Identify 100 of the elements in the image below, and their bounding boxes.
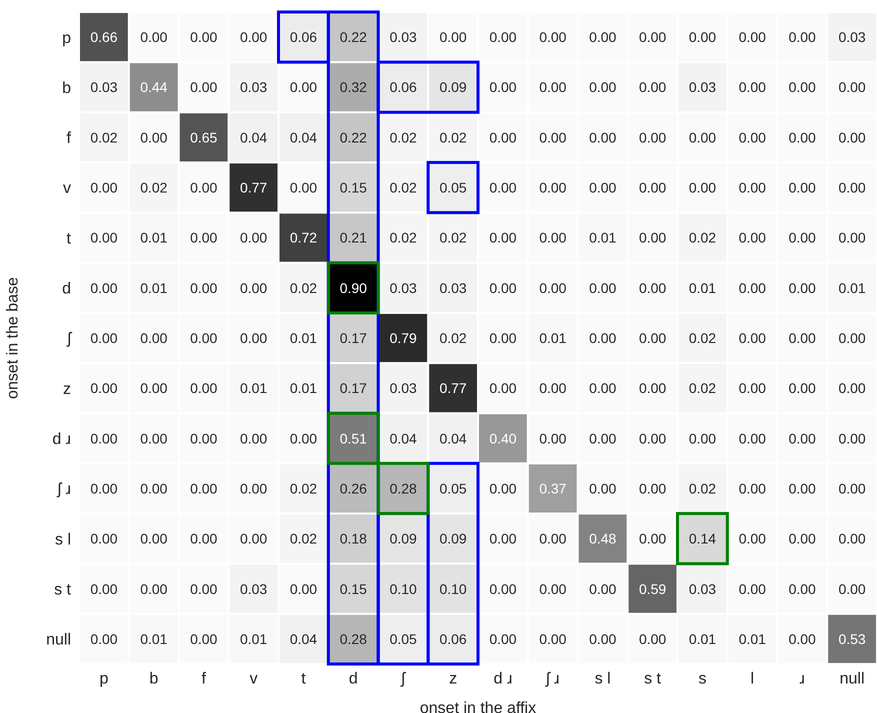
data-label: 0.00 (90, 180, 118, 196)
data-label: 0.01 (589, 230, 617, 246)
y-tick-label: f (66, 130, 72, 148)
data-label: 0.00 (190, 29, 218, 46)
x-tick-label: s l (594, 670, 611, 688)
y-tick-label: p (62, 30, 72, 47)
data-label: 0.01 (140, 630, 168, 647)
data-label: 0.00 (140, 580, 168, 597)
y-tick-label: null (46, 632, 71, 649)
y-tick-label: s l (55, 531, 71, 548)
data-label: 0.00 (140, 530, 168, 547)
data-label: 0.00 (738, 530, 766, 547)
data-label: 0.00 (90, 380, 118, 396)
data-label: 0.00 (788, 580, 816, 597)
data-label: 0.02 (688, 380, 716, 396)
y-tick-label: v (63, 180, 71, 198)
data-label: 0.00 (489, 79, 517, 96)
data-label: 0.00 (539, 630, 567, 647)
data-label: 0.00 (539, 380, 567, 396)
y-tick-label: ʃ ɹ (56, 481, 71, 498)
data-label: 0.01 (738, 630, 766, 647)
data-label: 0.04 (390, 430, 418, 446)
data-label: 0.00 (140, 480, 168, 496)
data-label: 0.00 (638, 480, 666, 496)
data-label: 0.00 (638, 530, 666, 547)
data-label: 0.00 (788, 280, 816, 296)
data-label: 0.06 (439, 630, 467, 647)
data-label: 0.02 (439, 230, 467, 246)
data-label: 0.09 (439, 530, 467, 547)
data-label: 0.00 (788, 79, 816, 96)
x-tick-label: null (840, 670, 865, 688)
data-label: 0.00 (489, 380, 517, 396)
data-label: 0.51 (340, 430, 368, 446)
data-label: 0.65 (190, 129, 218, 146)
data-label: 0.15 (340, 580, 368, 597)
x-tick-label: d ɹ (494, 670, 512, 688)
data-label: 0.00 (140, 380, 168, 396)
data-label: 0.00 (788, 380, 816, 396)
data-label: 0.00 (788, 129, 816, 146)
data-label: 0.00 (638, 129, 666, 146)
data-label: 0.02 (439, 330, 467, 346)
x-tick-label: ʃ ɹ (545, 670, 560, 688)
data-label: 0.02 (390, 180, 418, 196)
data-label: 0.00 (190, 480, 218, 496)
data-label: 0.28 (390, 480, 418, 496)
data-label: 0.00 (638, 280, 666, 296)
data-label: 0.00 (190, 380, 218, 396)
data-label: 0.00 (589, 330, 617, 346)
data-label: 0.00 (539, 180, 567, 196)
data-label: 0.02 (390, 129, 418, 146)
data-label: 0.00 (788, 630, 816, 647)
data-label: 0.00 (838, 380, 866, 396)
data-label: 0.01 (140, 280, 168, 296)
data-label: 0.10 (439, 580, 467, 597)
data-label: 0.00 (140, 129, 168, 146)
data-label: 0.00 (738, 480, 766, 496)
data-label: 0.00 (738, 230, 766, 246)
y-tick-label: ʃ (66, 330, 72, 348)
data-label: 0.77 (439, 380, 467, 396)
x-tick-label: v (250, 670, 258, 688)
data-label: 0.00 (190, 430, 218, 446)
y-tick-label: d (62, 280, 71, 298)
x-tick-label: s (698, 670, 706, 688)
x-tick-label: b (149, 670, 158, 688)
data-label: 0.02 (688, 230, 716, 246)
data-label: 0.04 (290, 129, 318, 146)
data-label: 0.00 (90, 630, 118, 647)
data-label: 0.00 (290, 430, 318, 446)
data-label: 0.00 (638, 430, 666, 446)
data-label: 0.48 (589, 530, 617, 547)
data-label: 0.00 (489, 230, 517, 246)
data-label: 0.00 (190, 630, 218, 647)
data-label: 0.00 (290, 79, 318, 96)
data-label: 0.00 (539, 129, 567, 146)
x-tick-label: d (348, 670, 358, 688)
data-label: 0.00 (190, 530, 218, 547)
y-axis-title: onset in the base (4, 276, 22, 399)
data-label: 0.00 (638, 630, 666, 647)
data-label: 0.00 (489, 630, 517, 647)
data-label: 0.01 (290, 330, 318, 346)
data-label: 0.00 (589, 380, 617, 396)
data-label: 0.00 (589, 29, 617, 46)
data-label: 0.00 (240, 480, 268, 496)
data-label: 0.00 (489, 580, 517, 597)
data-label: 0.15 (340, 180, 368, 196)
data-label: 0.00 (738, 580, 766, 597)
data-label: 0.00 (190, 330, 218, 346)
data-label: 0.44 (140, 79, 168, 96)
data-label: 0.00 (838, 430, 866, 446)
data-label: 0.00 (738, 79, 766, 96)
x-tick-label: z (449, 670, 458, 688)
data-label: 0.26 (340, 480, 368, 496)
data-label: 0.00 (738, 380, 766, 396)
data-label: 0.72 (290, 230, 318, 246)
data-label: 0.04 (240, 129, 268, 146)
data-label: 0.03 (390, 380, 418, 396)
data-label: 0.00 (589, 630, 617, 647)
data-label: 0.02 (90, 129, 118, 146)
x-tick-label: ɹ (800, 670, 805, 688)
data-label: 0.32 (340, 79, 368, 96)
